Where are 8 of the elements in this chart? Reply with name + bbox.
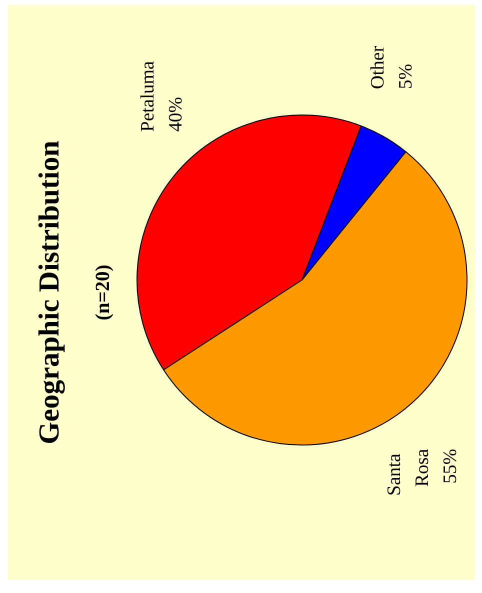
data-label: 5% xyxy=(396,64,416,90)
data-label: 55% xyxy=(440,448,461,484)
slice-label: Santa Rosa xyxy=(384,448,433,496)
text: (n=20) xyxy=(92,264,114,320)
data-label: 40% xyxy=(166,96,187,132)
text: Geographic Distribution xyxy=(34,140,66,444)
slice-label: Other xyxy=(368,45,388,90)
slice-label: Petaluma xyxy=(138,60,159,132)
